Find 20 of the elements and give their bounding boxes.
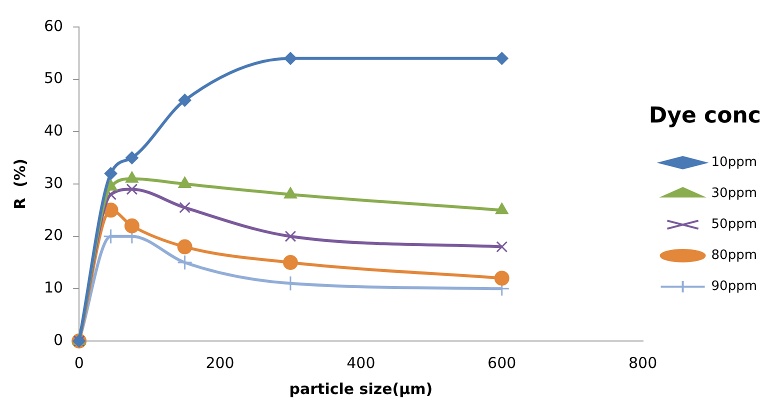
legend-label: 90ppm <box>711 279 758 294</box>
legend-title: Dye conc <box>648 104 761 129</box>
x-axis-title: particle size(µm) <box>289 380 433 398</box>
x-tick-label: 400 <box>346 354 376 372</box>
y-tick-label: 20 <box>44 226 64 244</box>
y-tick-label: 50 <box>44 69 64 88</box>
legend-label: 10ppm <box>711 155 758 170</box>
x-tick-label: 200 <box>206 354 234 372</box>
legend-label: 50ppm <box>711 217 758 232</box>
y-tick-label: 60 <box>44 16 64 35</box>
y-tick-label: 40 <box>44 122 64 140</box>
x-tick-label: 0 <box>74 354 84 372</box>
x-tick-label: 600 <box>488 354 516 372</box>
y-tick-label: 0 <box>54 330 64 349</box>
y-tick-label: 10 <box>44 278 64 297</box>
x-tick-label: 800 <box>628 354 658 372</box>
y-tick-label: 30 <box>44 174 64 192</box>
legend-label: 80ppm <box>711 248 758 264</box>
y-axis-title: R (%) <box>10 158 29 210</box>
legend-label: 30ppm <box>711 186 758 202</box>
